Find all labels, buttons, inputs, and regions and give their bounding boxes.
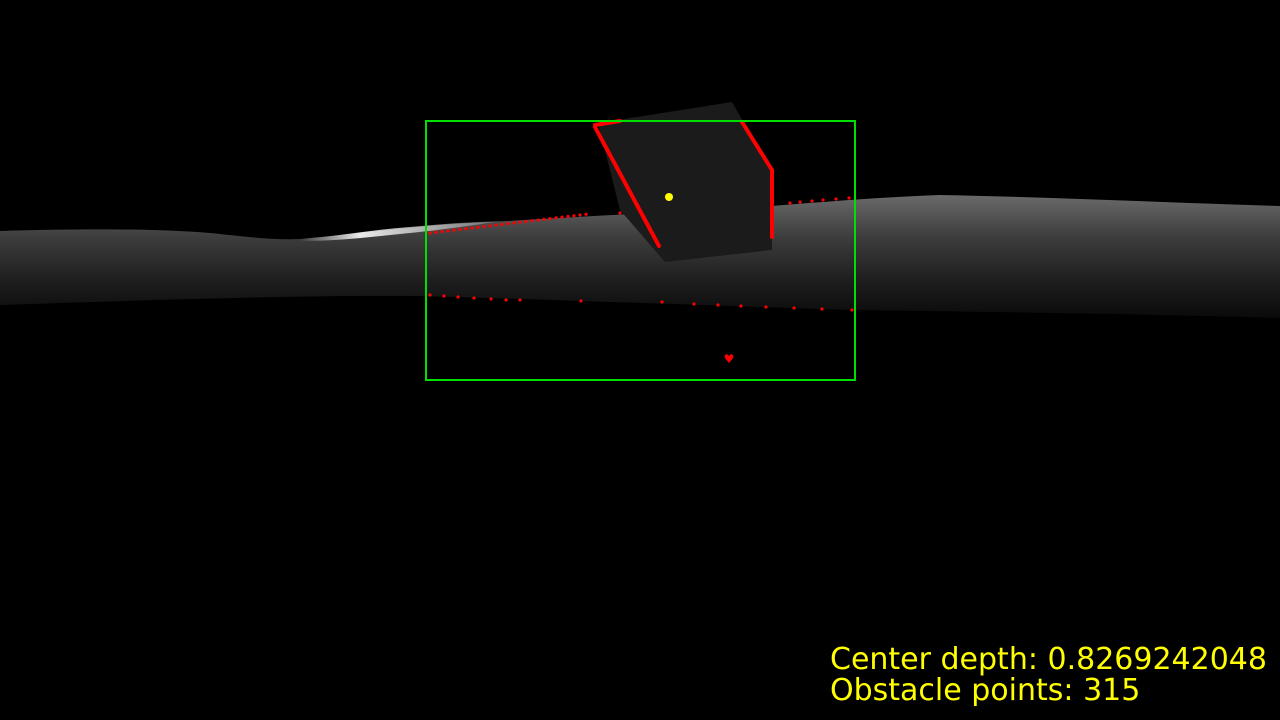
obstacle-point <box>470 226 474 230</box>
obstacle-point <box>548 217 552 221</box>
obstacle-point <box>810 199 814 203</box>
obstacle-point <box>542 217 546 221</box>
obstacle-point <box>820 307 824 311</box>
obstacle-point <box>792 306 796 310</box>
obstacle-point <box>428 293 432 297</box>
obstacle-point <box>834 197 838 201</box>
obstacle-point <box>578 213 582 217</box>
obstacle-points-readout: Obstacle points: 315 <box>830 675 1280 706</box>
obstacle-point <box>554 216 558 220</box>
obstacle-point <box>764 305 768 309</box>
center-point-marker <box>665 193 673 201</box>
obstacle-point <box>458 227 462 231</box>
obstacle-point <box>518 298 522 302</box>
obstacle-point <box>850 308 854 312</box>
obstacle-point <box>560 215 564 219</box>
obstacle-point <box>464 227 468 231</box>
obstacle-point <box>456 295 460 299</box>
obstacle-point <box>660 300 664 304</box>
obstacle-point <box>476 225 480 229</box>
obstacle-point <box>494 223 498 227</box>
obstacle-point <box>579 299 583 303</box>
obstacle-point <box>847 196 851 200</box>
obstacle-point <box>530 219 534 223</box>
hud-overlay: Center depth: 0.8269242048 Obstacle poin… <box>830 644 1280 706</box>
obstacle-point <box>739 304 743 308</box>
obstacle-point <box>536 218 540 222</box>
obstacle-point <box>798 200 802 204</box>
obstacle-point <box>572 214 576 218</box>
terrain-bright-ridge <box>300 221 500 241</box>
obstacle-point <box>504 298 508 302</box>
obstacle-point <box>446 229 450 233</box>
center-depth-label: Center depth: <box>830 644 1038 677</box>
center-depth-value: 0.8269242048 <box>1047 644 1267 677</box>
obstacle-point <box>821 198 825 202</box>
obstacle-point <box>524 219 528 224</box>
center-depth-readout: Center depth: 0.8269242048 <box>830 644 1280 675</box>
obstacle-point <box>440 229 444 234</box>
obstacle-point <box>472 296 476 300</box>
obstacle-point <box>692 302 696 306</box>
obstacle-points <box>428 196 854 312</box>
obstacle-point <box>488 224 492 228</box>
obstacle-point <box>482 224 486 229</box>
obstacle-point <box>506 222 510 226</box>
obstacle-point <box>489 297 493 301</box>
terrain-band <box>0 195 1280 318</box>
obstacle-point <box>500 222 504 226</box>
obstacle-point <box>566 214 570 219</box>
obstacle-point <box>788 201 792 205</box>
obstacle-point <box>442 294 446 298</box>
obstacle-shape <box>598 102 772 262</box>
obstacle-point <box>584 212 588 216</box>
obstacle-points-label: Obstacle points: <box>830 673 1074 706</box>
obstacle-edge-left <box>593 125 661 248</box>
obstacle-point <box>434 230 438 234</box>
obstacle-edges <box>593 119 774 248</box>
obstacle-point <box>512 221 516 225</box>
obstacle-point <box>428 231 432 235</box>
detection-bounding-box <box>425 120 856 381</box>
obstacle-point <box>518 220 522 224</box>
obstacle-point <box>618 211 622 215</box>
obstacle-edge-right-upper <box>740 120 774 172</box>
target-heart-icon: ♥ <box>724 352 735 366</box>
obstacle-points-value: 315 <box>1083 673 1141 706</box>
obstacle-point <box>716 303 720 307</box>
obstacle-point <box>452 228 456 232</box>
